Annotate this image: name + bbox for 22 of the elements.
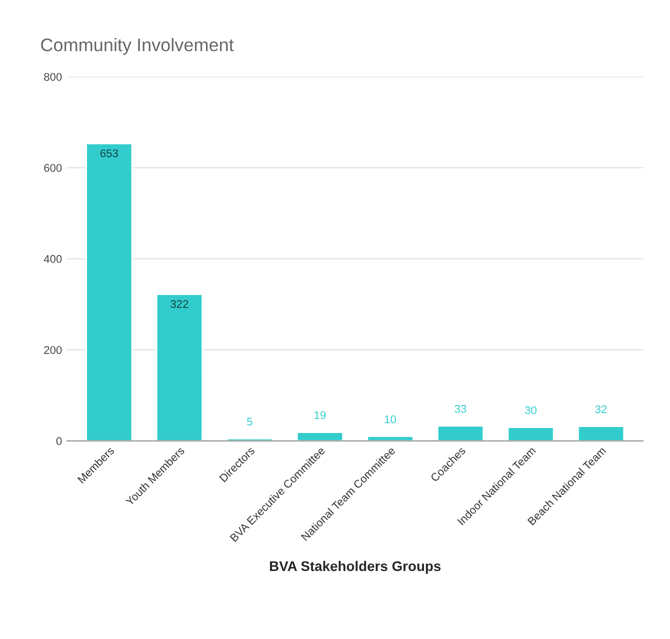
bar xyxy=(366,436,414,441)
y-tick-label: 400 xyxy=(44,255,62,263)
bar xyxy=(296,432,344,441)
bar xyxy=(436,425,484,441)
x-axis-title: BVA Stakeholders Groups xyxy=(270,560,441,574)
data-label: 653 xyxy=(100,149,118,158)
bar xyxy=(86,142,133,441)
y-tick-label: 600 xyxy=(44,164,62,172)
y-tick-label: 0 xyxy=(56,437,62,446)
bar xyxy=(507,426,554,441)
data-label: 33 xyxy=(454,404,466,413)
data-label: 10 xyxy=(384,415,396,424)
bar xyxy=(156,294,203,441)
chart-title: Community Involvement xyxy=(41,38,234,55)
data-label: 30 xyxy=(525,406,537,414)
bar xyxy=(578,426,625,441)
data-label: 322 xyxy=(170,300,188,308)
y-tick-label: 800 xyxy=(44,72,62,81)
data-label: 19 xyxy=(314,411,326,420)
data-label: 32 xyxy=(595,405,607,414)
y-tick-label: 200 xyxy=(44,346,62,354)
data-label: 5 xyxy=(247,418,252,426)
